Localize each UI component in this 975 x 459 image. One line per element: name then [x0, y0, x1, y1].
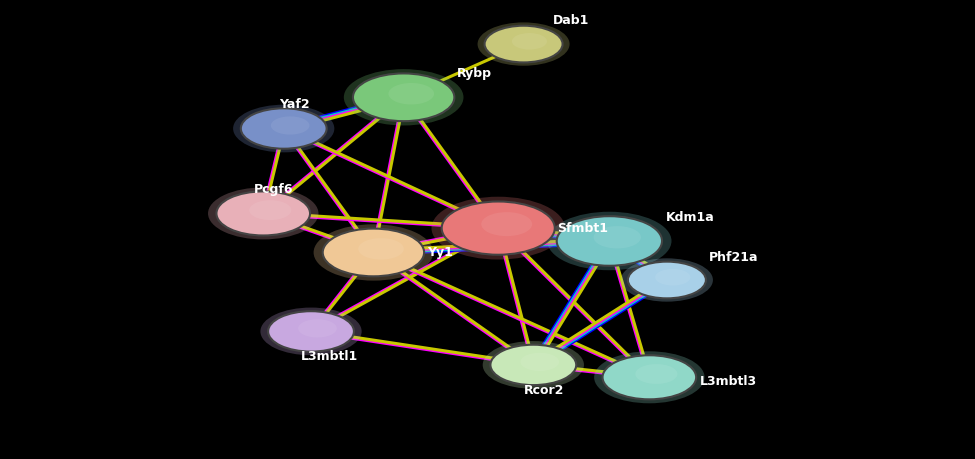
Circle shape: [594, 351, 705, 403]
Circle shape: [478, 22, 569, 66]
Circle shape: [208, 187, 319, 240]
Text: Sfmbt1: Sfmbt1: [557, 222, 607, 235]
Text: Yy1: Yy1: [427, 246, 453, 259]
Circle shape: [216, 191, 310, 235]
Circle shape: [490, 345, 576, 385]
Circle shape: [344, 69, 463, 125]
Circle shape: [271, 117, 309, 134]
Circle shape: [482, 212, 532, 236]
Circle shape: [603, 355, 696, 399]
Circle shape: [260, 308, 362, 355]
Text: L3mbtl1: L3mbtl1: [301, 350, 359, 363]
Text: Pcgf6: Pcgf6: [254, 183, 293, 196]
Text: Phf21a: Phf21a: [709, 252, 759, 264]
Text: Rybp: Rybp: [457, 67, 492, 80]
Text: Rcor2: Rcor2: [524, 384, 564, 397]
Circle shape: [353, 73, 454, 121]
Circle shape: [432, 197, 565, 259]
Circle shape: [636, 364, 678, 384]
Circle shape: [628, 262, 706, 298]
Text: L3mbtl3: L3mbtl3: [700, 375, 758, 388]
Circle shape: [314, 224, 433, 280]
Text: Dab1: Dab1: [553, 14, 589, 27]
Circle shape: [268, 311, 354, 352]
Circle shape: [358, 238, 404, 260]
Circle shape: [233, 105, 334, 152]
Circle shape: [512, 33, 547, 50]
Circle shape: [521, 353, 559, 371]
Circle shape: [594, 226, 641, 248]
Circle shape: [442, 202, 555, 255]
Circle shape: [323, 229, 424, 276]
Text: Yaf2: Yaf2: [279, 98, 309, 111]
Circle shape: [483, 341, 584, 389]
Circle shape: [621, 258, 713, 302]
Circle shape: [388, 83, 434, 105]
Circle shape: [250, 200, 292, 220]
Circle shape: [298, 319, 336, 337]
Text: Kdm1a: Kdm1a: [666, 211, 715, 224]
Circle shape: [241, 108, 327, 149]
Circle shape: [485, 26, 563, 62]
Circle shape: [655, 269, 690, 285]
Circle shape: [547, 212, 672, 270]
Circle shape: [557, 216, 662, 266]
